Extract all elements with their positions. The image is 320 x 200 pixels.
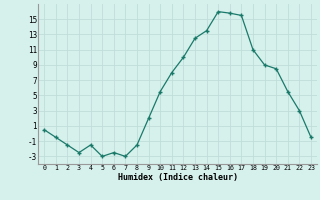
X-axis label: Humidex (Indice chaleur): Humidex (Indice chaleur) — [118, 173, 238, 182]
